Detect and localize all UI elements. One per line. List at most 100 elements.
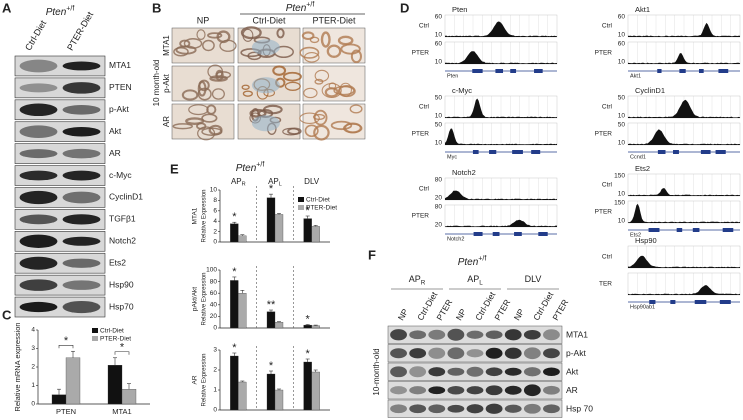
track-scale: 50 <box>618 122 626 129</box>
blot-strip <box>14 165 106 186</box>
genotype: +/f <box>478 255 486 262</box>
gene: Pten <box>236 163 257 174</box>
row-label: AR <box>566 385 578 395</box>
blot-band <box>428 347 446 359</box>
blot-band <box>390 329 407 341</box>
legend-swatch <box>92 328 98 333</box>
row-label: Akt <box>109 126 122 136</box>
tissue <box>330 120 353 131</box>
tissue <box>181 89 199 101</box>
blot-band <box>62 170 101 181</box>
tissue <box>185 117 205 126</box>
track-scale: 60 <box>618 14 626 21</box>
tissue <box>215 69 224 82</box>
track-scale: 20 <box>435 195 443 202</box>
y-tick-label: 60 <box>210 290 218 297</box>
genotype: +/f <box>66 5 74 12</box>
tissue <box>172 123 193 130</box>
bar <box>303 361 312 411</box>
exon <box>679 69 686 73</box>
track-label: PTER <box>412 50 430 57</box>
row-label: Hsp90 <box>109 279 134 289</box>
exon <box>472 150 479 154</box>
legend-swatch <box>298 205 304 210</box>
tissue <box>173 47 189 57</box>
peak-profile <box>628 99 740 118</box>
blot-band <box>543 348 560 359</box>
y-tick-label: 4 <box>213 218 217 225</box>
y-tick-label: 80 <box>210 278 218 285</box>
lane-label: NP <box>396 307 411 323</box>
blot-band <box>19 83 58 93</box>
track-scale: 10 <box>435 32 443 39</box>
y-tick-label: 100 <box>206 267 217 274</box>
tissue <box>313 109 328 126</box>
row-label: MTA1 <box>162 35 171 56</box>
stroma <box>251 77 280 94</box>
exon <box>510 69 517 73</box>
track-scale: 10 <box>618 140 626 147</box>
tissue <box>328 82 337 90</box>
tissue <box>196 29 206 40</box>
group-label: APL <box>268 177 282 188</box>
y-tick-label: 2 <box>213 367 217 374</box>
track-scale: 10 <box>618 59 626 66</box>
bar <box>51 394 67 405</box>
row-label: AR <box>109 148 121 158</box>
group-label: APR <box>231 177 246 188</box>
tissue <box>314 78 324 85</box>
blot-band <box>523 367 541 377</box>
tissue <box>188 104 209 116</box>
tissue <box>321 83 342 98</box>
blot-strip <box>14 55 106 77</box>
track-label: Ctrl <box>419 23 430 30</box>
y-tick-label: 10 <box>210 187 218 194</box>
bar <box>230 280 239 329</box>
y-tick-label: 3 <box>31 345 35 352</box>
row-label: c-Myc <box>109 170 132 180</box>
tissue <box>201 127 223 137</box>
tissue <box>301 31 315 41</box>
blot-band <box>428 367 446 377</box>
track-label: PTER <box>412 213 430 220</box>
y-tick-label: 8 <box>213 197 217 204</box>
significance: * <box>120 342 125 354</box>
peak-profile <box>445 21 557 37</box>
blot-band <box>543 367 560 377</box>
track-label: Ctrl <box>602 182 613 189</box>
histology-image <box>237 26 301 64</box>
track-scale: 80 <box>435 204 443 211</box>
lane-label: PTER <box>434 297 454 322</box>
tissue <box>313 124 330 141</box>
y-axis-label: Relative Expression <box>202 272 208 325</box>
track-label: PTER <box>595 131 613 138</box>
track-scale: 150 <box>614 173 625 180</box>
blot-band <box>447 385 465 395</box>
blot-band <box>523 384 541 397</box>
blot-band <box>428 329 446 340</box>
tissue <box>276 28 285 39</box>
group-sub: R <box>421 279 426 286</box>
bar <box>230 223 239 243</box>
column-label: PTER-Diet <box>312 15 356 25</box>
stroma <box>251 115 280 132</box>
row-label: p-Akt <box>109 104 129 114</box>
genotype: +/f <box>306 1 314 8</box>
tissue <box>197 80 207 97</box>
row-label: p-Akt <box>566 348 586 358</box>
y-tick-label: 1 <box>213 387 217 394</box>
blot-band <box>504 404 522 413</box>
genotype-title: Pten+/f <box>458 255 487 267</box>
row-label: MTA1 <box>566 330 588 340</box>
histology-image <box>237 103 302 140</box>
y-axis-label: Relative mRNA expression <box>13 322 22 411</box>
y-tick-label: 40 <box>210 302 218 309</box>
tissue <box>249 108 267 118</box>
histology-image <box>171 64 235 102</box>
blot-band <box>19 234 58 248</box>
tissue <box>284 81 301 91</box>
blot-band <box>466 366 484 377</box>
gene: Pten <box>458 257 479 268</box>
blot-band <box>428 386 446 395</box>
y-tick-label: 6 <box>213 208 217 215</box>
